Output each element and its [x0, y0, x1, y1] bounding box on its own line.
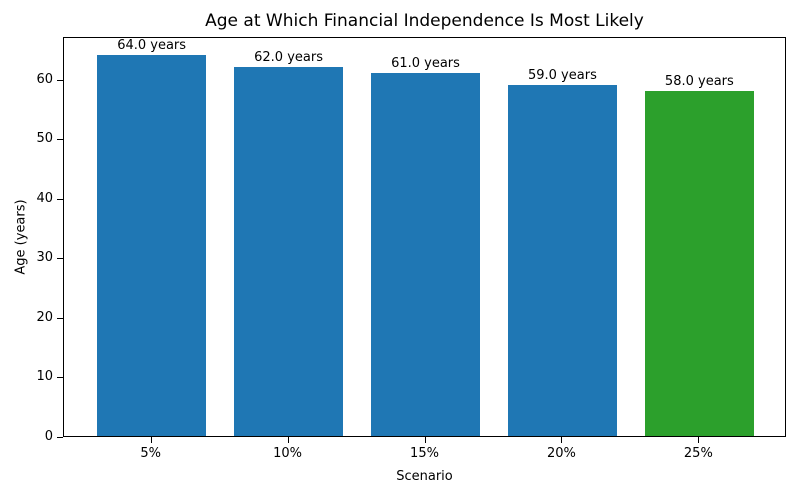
bar-value-label: 59.0 years — [527, 67, 597, 83]
y-tick-label: 0 — [44, 429, 53, 444]
y-tick-label: 10 — [36, 369, 53, 385]
y-tick-label: 50 — [36, 131, 53, 147]
y-tick-label: 40 — [36, 190, 53, 206]
bar-value-label: 61.0 years — [391, 55, 460, 71]
x-tick-mark — [424, 437, 426, 443]
y-tick-mark — [57, 258, 63, 260]
x-tick-mark — [150, 437, 152, 443]
x-tick-label: 5% — [140, 446, 161, 461]
bar — [233, 66, 344, 436]
y-tick-mark — [57, 437, 63, 438]
x-tick-label: 25% — [683, 446, 713, 461]
y-tick-mark — [57, 198, 63, 200]
y-tick-label: 20 — [36, 309, 53, 325]
bar — [370, 72, 481, 436]
bar-value-label: 62.0 years — [254, 49, 323, 65]
x-axis-label: Scenario — [396, 469, 453, 484]
x-tick-mark — [287, 437, 289, 443]
y-tick-label: 30 — [36, 250, 53, 266]
x-tick-label: 15% — [410, 446, 439, 461]
bar-value-label: 64.0 years — [117, 38, 187, 54]
chart-title: Age at Which Financial Independence Is M… — [205, 11, 644, 31]
x-tick-label: 10% — [273, 446, 303, 461]
y-tick-mark — [57, 139, 63, 141]
bar-value-label: 58.0 years — [664, 73, 734, 89]
bar — [507, 84, 618, 436]
y-tick-mark — [57, 317, 63, 319]
y-tick-mark — [57, 377, 63, 379]
x-tick-label: 20% — [546, 446, 576, 461]
plot-area: 64.0 years 62.0 years 61.0 years 59.0 years… — [63, 37, 786, 437]
y-tick-label: 60 — [36, 71, 53, 87]
x-tick-mark — [561, 437, 563, 443]
y-tick-mark — [57, 79, 63, 81]
bar — [96, 55, 207, 436]
x-tick-mark — [698, 437, 700, 443]
bar — [644, 90, 755, 436]
